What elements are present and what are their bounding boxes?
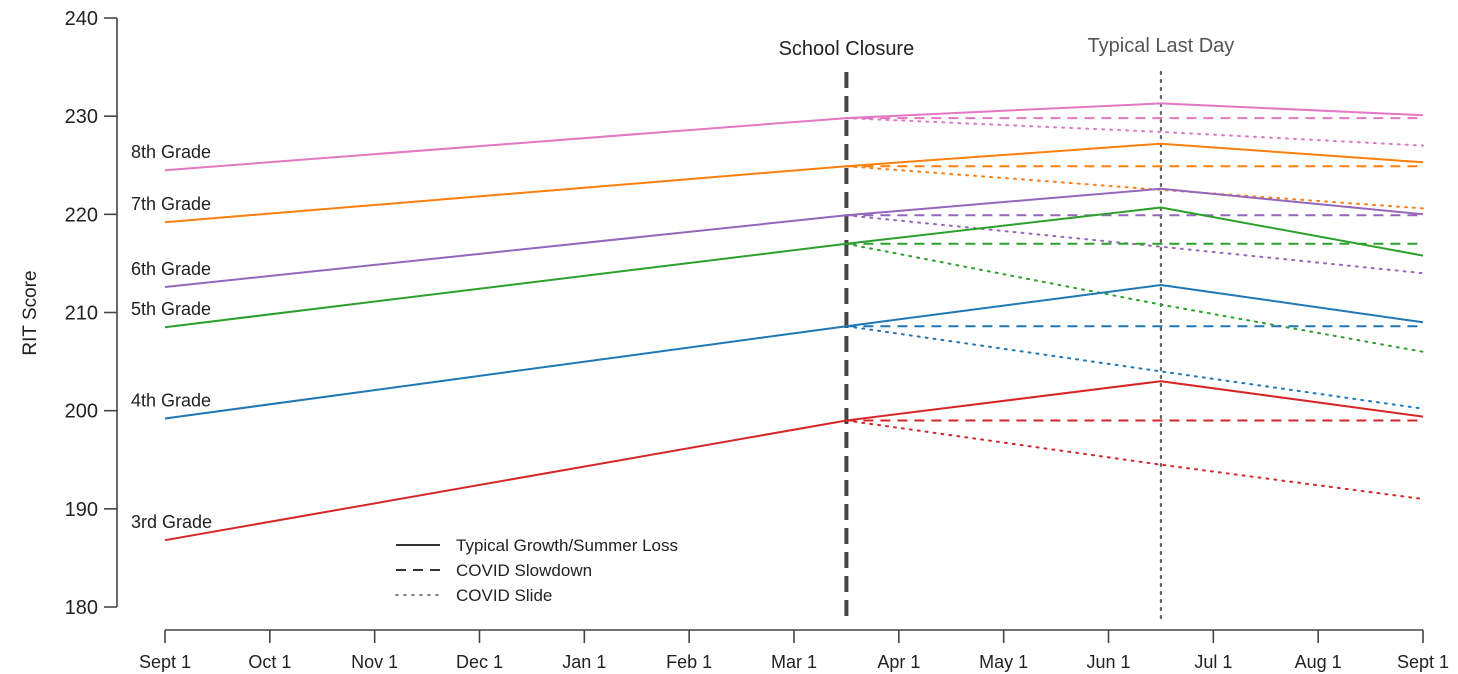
grade-label-0: 8th Grade xyxy=(131,142,211,162)
grade-label-5: 3rd Grade xyxy=(131,512,212,532)
x-tick-label-4: Jan 1 xyxy=(562,652,606,672)
marker-label-0: School Closure xyxy=(779,38,915,60)
x-tick-label-7: Apr 1 xyxy=(877,652,920,672)
series-4-slide-line xyxy=(845,325,1424,410)
x-tick-label-11: Aug 1 xyxy=(1295,652,1342,672)
y-tick-label-190: 190 xyxy=(65,499,98,521)
x-tick-label-1: Oct 1 xyxy=(248,652,291,672)
y-axis-label: RIT Score xyxy=(20,270,41,355)
x-tick-label-3: Dec 1 xyxy=(456,652,503,672)
series-3-slide-line xyxy=(845,242,1424,353)
y-tick-label-230: 230 xyxy=(65,106,98,128)
series-5-typical-line xyxy=(164,380,1424,542)
series-3-typical-line xyxy=(164,206,1424,329)
series xyxy=(164,102,1424,542)
x-tick-label-12: Sept 1 xyxy=(1397,652,1449,672)
series-0-typical-line xyxy=(164,102,1424,172)
y-tick-label-200: 200 xyxy=(65,401,98,423)
legend: Typical Growth/Summer Loss COVID Slowdown… xyxy=(395,536,678,605)
x-tick-label-10: Jul 1 xyxy=(1194,652,1232,672)
x-tick-label-0: Sept 1 xyxy=(139,652,191,672)
series-4-typical-line xyxy=(164,284,1424,420)
x-tick-label-9: Jun 1 xyxy=(1086,652,1130,672)
marker-label-1: Typical Last Day xyxy=(1088,35,1235,57)
grade-label-2: 6th Grade xyxy=(131,259,211,279)
grade-label-3: 5th Grade xyxy=(131,299,211,319)
x-tick-label-5: Feb 1 xyxy=(666,652,712,672)
grade-label-4: 4th Grade xyxy=(131,391,211,411)
series-2-slide-line xyxy=(845,214,1424,275)
y-tick-label-180: 180 xyxy=(65,597,98,619)
y-tick-label-220: 220 xyxy=(65,204,98,226)
y-tick-label-210: 210 xyxy=(65,303,98,325)
x-tick-label-2: Nov 1 xyxy=(351,652,398,672)
series-2-typical-line xyxy=(164,187,1424,288)
x-tick-label-6: Mar 1 xyxy=(771,652,817,672)
legend-label-0: Typical Growth/Summer Loss xyxy=(456,536,678,555)
y-tick-label-240: 240 xyxy=(65,8,98,30)
series-0-slide-line xyxy=(845,117,1424,147)
markers: School Closure Typical Last Day xyxy=(779,35,1235,626)
series-1-typical-line xyxy=(164,142,1424,224)
axes xyxy=(116,18,1423,631)
series-5-slide-line xyxy=(845,419,1424,500)
x-tick-label-8: May 1 xyxy=(979,652,1028,672)
grade-labels: 8th Grade 7th Grade 6th Grade 5th Grade 4th … xyxy=(131,142,212,532)
series-1-slide-line xyxy=(845,165,1424,210)
legend-label-2: COVID Slide xyxy=(456,586,552,605)
grade-label-1: 7th Grade xyxy=(131,194,211,214)
y-ticks: 180 190 200 210 220 230 240 xyxy=(65,8,117,619)
legend-label-1: COVID Slowdown xyxy=(456,561,592,580)
x-ticks: Sept 1 Oct 1 Nov 1 Dec 1 Jan 1 Feb 1 Mar 1 Apr … xyxy=(139,630,1449,672)
